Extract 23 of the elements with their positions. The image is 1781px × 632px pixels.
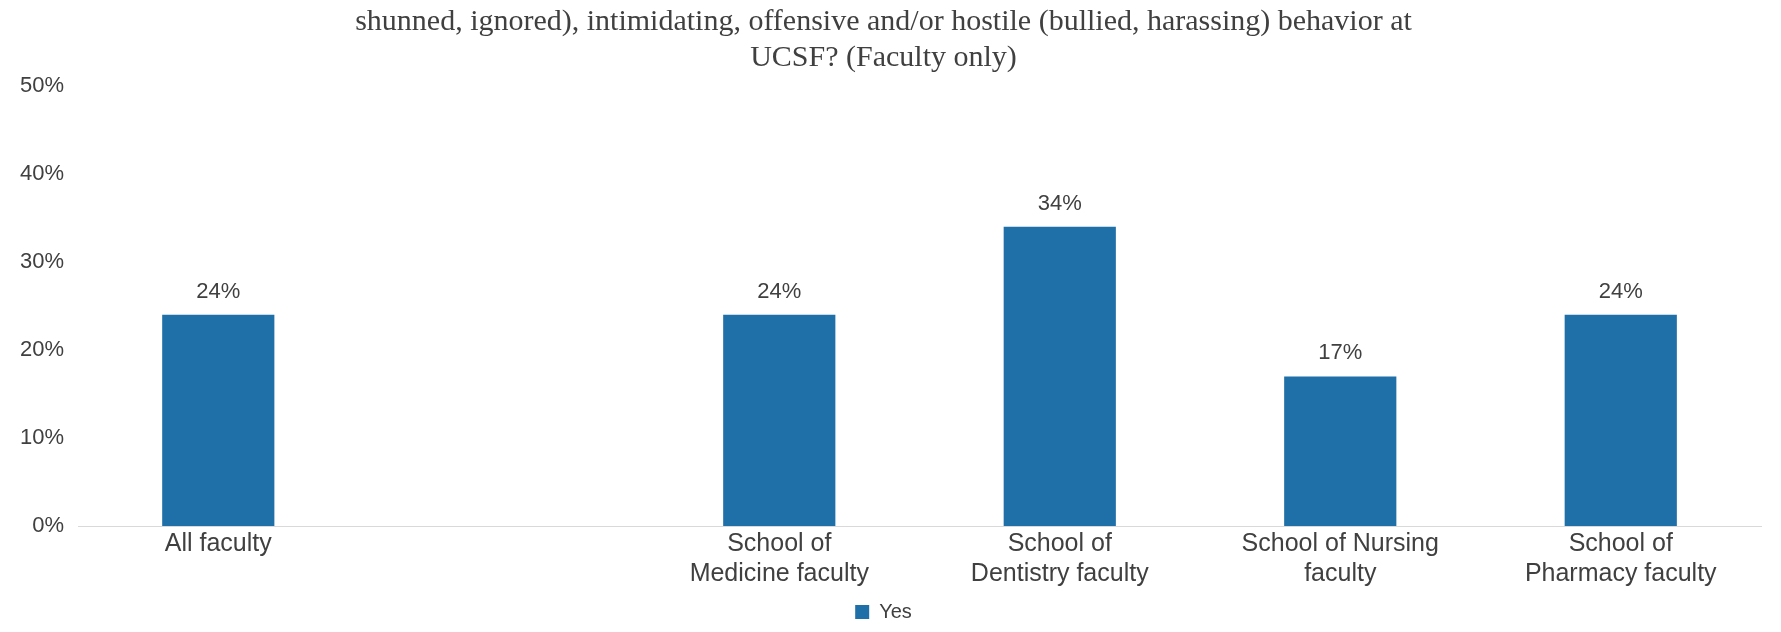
data-label: 34% bbox=[1037, 189, 1082, 215]
data-label: 24% bbox=[757, 277, 802, 303]
x-tick-label: All faculty bbox=[164, 527, 273, 556]
data-label: 24% bbox=[196, 277, 241, 303]
x-tick-label: School of Nursing faculty bbox=[1241, 527, 1439, 586]
y-tick-label: 50% bbox=[19, 72, 65, 98]
data-label: 17% bbox=[1318, 339, 1363, 365]
y-tick-label: 0% bbox=[32, 512, 65, 538]
x-tick-label: School of Dentistry faculty bbox=[970, 527, 1150, 586]
y-tick-label: 40% bbox=[19, 160, 65, 186]
bar bbox=[1003, 226, 1116, 526]
x-tick-label: School of Pharmacy faculty bbox=[1524, 527, 1718, 586]
bar bbox=[162, 314, 275, 526]
y-tick-label: 20% bbox=[19, 336, 65, 362]
y-tick-label: 30% bbox=[19, 248, 65, 274]
x-tick-label: School of Medicine faculty bbox=[689, 527, 870, 586]
bar bbox=[723, 314, 836, 526]
chart-title: shunned, ignored), intimidating, offensive and/or hostile (bullied, harassing) behavior at UCSF? (Faculty only) bbox=[355, 2, 1413, 73]
y-tick-label: 10% bbox=[19, 424, 65, 450]
legend-label: Yes bbox=[879, 599, 912, 622]
data-label: 24% bbox=[1598, 277, 1643, 303]
bar bbox=[1284, 376, 1397, 526]
bar bbox=[1564, 314, 1677, 526]
